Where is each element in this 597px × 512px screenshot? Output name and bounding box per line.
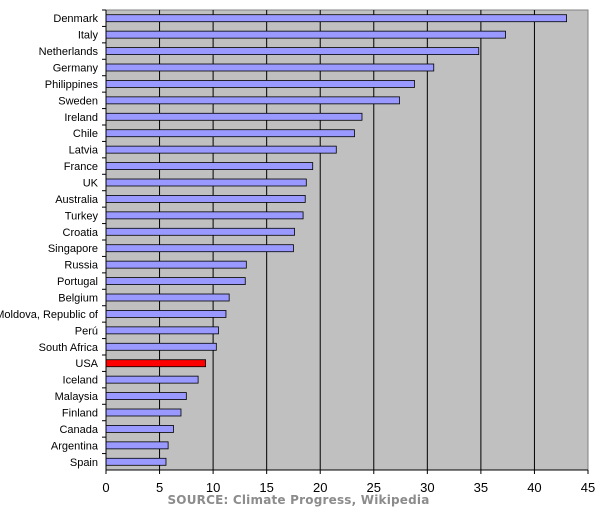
bar-iceland <box>105 375 199 384</box>
bar-portugal <box>105 277 246 285</box>
x-tick-label: 20 <box>313 480 327 495</box>
category-label: Latvia <box>69 145 99 157</box>
bar-singapore <box>105 244 294 253</box>
category-label: Turkey <box>65 210 99 222</box>
x-tick-label: 0 <box>102 480 109 495</box>
category-label: Chile <box>73 128 98 140</box>
bar-canada <box>105 425 174 433</box>
bar-uk <box>105 178 307 187</box>
category-label: Russia <box>64 260 99 272</box>
category-label: Spain <box>70 457 98 469</box>
bar-italy <box>105 30 506 39</box>
bar-south-africa <box>105 342 217 351</box>
plot-area <box>105 9 589 471</box>
x-tick-label: 45 <box>581 480 595 495</box>
bar-moldova-republic-of <box>105 310 227 318</box>
category-labels: Denmark Italy Netherlands Germany Philippine… <box>0 9 106 469</box>
bar-belgium <box>105 293 230 302</box>
category-label: Ireland <box>64 112 98 124</box>
x-tick-label: 25 <box>367 480 381 495</box>
category-label: Singapore <box>48 243 98 255</box>
source-caption: SOURCE: Climate Progress, Wikipedia <box>167 493 430 507</box>
bar-france <box>105 162 314 170</box>
x-axis-ticks: 0 5 10 15 20 25 30 35 40 45 <box>102 470 595 495</box>
bar-sweden <box>105 96 400 105</box>
bar-turkey <box>105 211 304 220</box>
category-label: Belgium <box>58 293 98 305</box>
bar-malaysia <box>105 392 187 400</box>
category-label: South Africa <box>39 342 99 354</box>
category-label: Australia <box>55 194 99 206</box>
bar-russia <box>105 260 247 269</box>
bars <box>105 14 567 466</box>
bar-chile <box>105 129 355 138</box>
category-label: Perú <box>75 325 98 337</box>
bar-per- <box>105 326 219 335</box>
category-label: Germany <box>53 63 99 75</box>
category-label: Malaysia <box>55 391 99 403</box>
category-label: Denmark <box>53 13 98 25</box>
category-label: UK <box>83 178 99 190</box>
bar-germany <box>105 63 435 72</box>
category-label: Iceland <box>63 375 98 387</box>
category-label: Italy <box>78 30 99 42</box>
bar-australia <box>105 195 306 203</box>
x-tick-label: 15 <box>259 480 273 495</box>
category-label: Philippines <box>45 79 99 91</box>
category-label: Portugal <box>57 276 98 288</box>
category-label: France <box>64 161 98 173</box>
category-label: Moldova, Republic of <box>0 309 99 321</box>
bar-finland <box>105 408 182 417</box>
category-label: Netherlands <box>39 46 99 58</box>
category-label: Argentina <box>51 440 99 452</box>
category-label: USA <box>75 358 98 370</box>
x-tick-label: 40 <box>527 480 541 495</box>
bar-croatia <box>105 227 295 236</box>
bar-philippines <box>105 80 415 88</box>
bar-denmark <box>105 14 567 23</box>
x-tick-label: 5 <box>156 480 163 495</box>
bar-usa <box>105 359 207 368</box>
bar-argentina <box>105 441 169 450</box>
x-tick-label: 10 <box>206 480 220 495</box>
x-tick-label: 30 <box>420 480 434 495</box>
category-label: Croatia <box>63 227 99 239</box>
bar-spain <box>105 457 167 466</box>
bar-netherlands <box>105 47 480 55</box>
bar-latvia <box>105 145 337 154</box>
bar-ireland <box>105 112 363 121</box>
x-tick-label: 35 <box>474 480 488 495</box>
category-label: Canada <box>59 424 98 436</box>
category-label: Finland <box>62 408 98 420</box>
category-label: Sweden <box>58 95 98 107</box>
